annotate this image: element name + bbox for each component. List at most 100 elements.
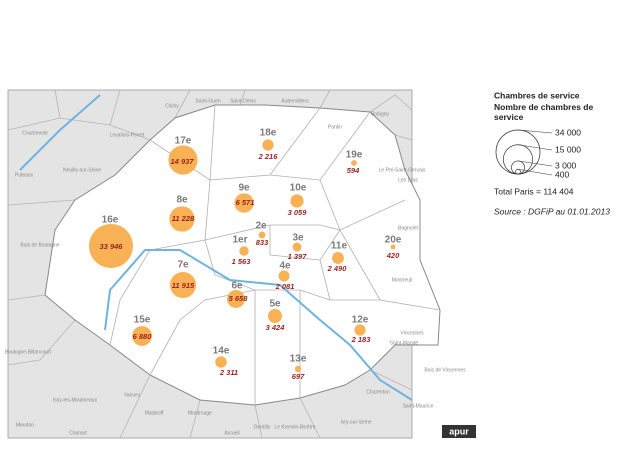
value-label: 1 397 xyxy=(288,252,308,261)
bubble xyxy=(169,206,195,232)
bubble xyxy=(258,231,266,239)
place-label: Puteaux xyxy=(15,172,34,178)
legend-leader xyxy=(517,168,553,176)
arrondissement-label: 18e xyxy=(260,128,277,139)
value-label: 5 658 xyxy=(229,294,249,303)
arrondissement-label: 13e xyxy=(290,354,307,365)
arrondissement-label: 3e xyxy=(292,233,304,244)
arrondissement-label: 16e xyxy=(102,215,119,226)
arrondissement-label: 14e xyxy=(213,346,230,357)
bubble xyxy=(354,324,366,336)
place-label: Le Kremlin-Bicêtre xyxy=(274,424,315,430)
legend-size-label: 400 xyxy=(555,169,569,179)
place-label: Ivry-sur-Seine xyxy=(340,419,371,425)
place-label: Boulogne-Billancourt xyxy=(5,349,52,355)
value-label: 6 880 xyxy=(133,332,153,341)
place-label: Bobigny xyxy=(371,111,390,117)
value-label: 11 915 xyxy=(172,281,195,290)
bubble xyxy=(294,365,302,373)
place-label: Bagnolet xyxy=(398,225,418,231)
place-label: Saint-Ouen xyxy=(195,98,221,104)
bubble xyxy=(292,242,302,252)
bubble xyxy=(390,244,396,250)
place-label: Bois de Vincennes xyxy=(424,367,466,373)
legend-source: Source : DGFiP au 01.01.2013 xyxy=(494,206,610,216)
logo: apur xyxy=(449,426,469,436)
value-label: 2 490 xyxy=(327,264,348,273)
bubble xyxy=(239,246,249,256)
legend-size-label: 15 000 xyxy=(555,144,581,154)
bubble xyxy=(351,160,357,166)
bubble xyxy=(278,270,290,282)
bubble xyxy=(227,290,245,308)
arrondissement-label: 15e xyxy=(134,315,151,326)
value-label: 3 059 xyxy=(288,208,308,217)
bubble xyxy=(168,145,198,175)
place-label: Arcueil xyxy=(224,430,239,436)
value-label: 6 571 xyxy=(236,198,255,207)
logo-box xyxy=(442,425,476,438)
value-label: 420 xyxy=(386,251,400,260)
place-label: Pantin xyxy=(328,124,342,130)
legend-circle xyxy=(515,168,521,175)
legend-size-label: 34 000 xyxy=(555,127,581,137)
bubble xyxy=(268,309,282,323)
place-label: Clichy xyxy=(165,103,179,109)
place-label: Montrouge xyxy=(188,410,212,416)
arrondissement-label: 10e xyxy=(290,183,307,194)
arrondissement-label: 11e xyxy=(331,241,348,252)
place-label: Meudon xyxy=(16,422,34,428)
legend-circle xyxy=(495,129,541,175)
bubble xyxy=(89,224,133,268)
value-label: 1 563 xyxy=(232,257,252,266)
arrondissement-label: 20e xyxy=(385,235,402,246)
place-label: Bois de Boulogne xyxy=(20,242,59,248)
bubble xyxy=(332,252,344,264)
value-label: 2 183 xyxy=(351,335,372,344)
seine-river xyxy=(19,94,413,401)
arrondissement-label: 2e xyxy=(255,221,267,232)
place-label: Saint-Maurice xyxy=(403,403,434,409)
value-label: 833 xyxy=(256,238,269,247)
place-label: Les Lilas xyxy=(398,177,418,183)
place-label: Issy-les-Moulineaux xyxy=(53,397,98,403)
bubble xyxy=(234,193,254,213)
bubble xyxy=(215,356,227,368)
value-label: 2 311 xyxy=(219,368,238,377)
bubble xyxy=(132,326,152,346)
place-label: Gentilly xyxy=(254,424,271,430)
legend-leader xyxy=(517,160,553,167)
legend-leader xyxy=(517,144,553,151)
place-label: Le Pré-Saint-Gervais xyxy=(379,167,426,173)
value-label: 11 228 xyxy=(172,214,195,223)
arrondissement-borders xyxy=(109,104,441,405)
place-label: Vanves xyxy=(124,392,141,398)
value-label: 3 424 xyxy=(266,323,286,332)
legend-leader xyxy=(517,129,553,134)
legend-title: Chambres de service xyxy=(494,90,580,100)
place-label: Neuilly-sur-Seine xyxy=(63,167,101,173)
value-label: 697 xyxy=(292,372,305,381)
arrondissement-label: 17e xyxy=(175,136,192,147)
place-label: Levallois-Perret xyxy=(110,132,145,138)
place-label: Montreuil xyxy=(392,277,413,283)
place-label: Vincennes xyxy=(400,330,424,336)
arrondissement-label: 4e xyxy=(279,261,291,272)
place-label: Malakoff xyxy=(145,410,164,416)
arrondissement-label: 9e xyxy=(238,183,250,194)
value-label: 2 081 xyxy=(275,282,295,291)
arrondissement-label: 6e xyxy=(231,281,243,292)
place-label: Aubervilliers xyxy=(281,98,309,104)
arrondissement-label: 5e xyxy=(269,299,281,310)
legend-subtitle-box: Nombre de chambres de service xyxy=(494,102,594,122)
place-label: Charenton xyxy=(366,389,390,395)
value-label: 2 216 xyxy=(258,152,279,161)
arrondissement-label: 8e xyxy=(176,195,188,206)
legend-subtitle: Nombre de chambres de service xyxy=(494,102,594,122)
arrondissement-label: 12e xyxy=(352,315,369,326)
bubble xyxy=(290,194,304,208)
legend-total: Total Paris = 114 404 xyxy=(494,186,574,196)
legend-circle xyxy=(503,144,533,175)
arrondissement-label: 1er xyxy=(232,235,247,246)
